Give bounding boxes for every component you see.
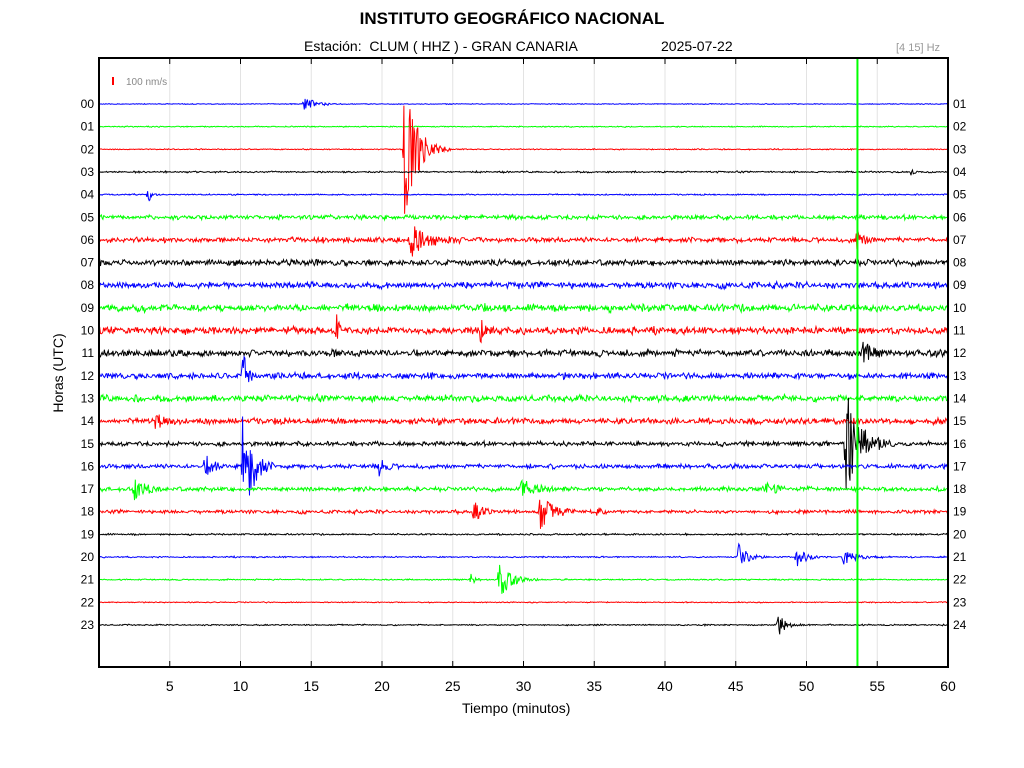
left-hour-label: 22 [81, 595, 95, 609]
right-hour-label: 23 [953, 595, 967, 609]
right-hour-label: 14 [953, 391, 967, 405]
left-hour-label: 18 [81, 505, 95, 519]
right-hour-label: 02 [953, 120, 967, 134]
seismic-trace [98, 125, 949, 129]
left-hour-label: 15 [81, 437, 95, 451]
right-hour-label: 20 [953, 527, 967, 541]
right-hour-label: 05 [953, 188, 967, 202]
right-hour-label: 22 [953, 573, 967, 587]
x-tick-label: 55 [869, 678, 885, 694]
left-hour-label: 00 [81, 97, 95, 111]
x-tick-label: 45 [728, 678, 744, 694]
right-hour-label: 16 [953, 437, 967, 451]
right-hour-label: 07 [953, 233, 967, 247]
seismic-trace [98, 479, 949, 501]
x-tick-label: 20 [374, 678, 390, 694]
seismic-trace [98, 616, 949, 635]
right-hour-label: 19 [953, 505, 967, 519]
right-hour-label: 17 [953, 459, 967, 473]
seismic-trace [98, 302, 949, 315]
left-hour-label: 11 [82, 346, 95, 360]
right-hour-label: 10 [953, 301, 967, 315]
x-tick-label: 10 [233, 678, 249, 694]
seismic-trace [98, 416, 949, 496]
left-hour-label: 13 [81, 391, 95, 405]
filter-band-label: [4 15] Hz [896, 42, 941, 54]
x-tick-label: 25 [445, 678, 461, 694]
x-axis-label: Tiempo (minutos) [462, 700, 571, 716]
seismic-trace [98, 257, 949, 268]
right-hour-label: 08 [953, 256, 967, 270]
seismic-trace [98, 98, 949, 110]
seismic-trace [98, 355, 949, 383]
x-tick-label: 40 [657, 678, 673, 694]
x-tick-label: 50 [799, 678, 815, 694]
left-hour-label: 08 [81, 278, 95, 292]
left-hour-label: 01 [81, 120, 95, 134]
seismic-trace [98, 168, 948, 176]
left-hour-label: 03 [81, 165, 95, 179]
station-prefix: Estación: [304, 38, 362, 54]
station-name: CLUM ( HHZ ) - GRAN CANARIA [369, 38, 578, 54]
right-hour-label: 18 [953, 482, 967, 496]
right-hour-label: 12 [953, 346, 967, 360]
x-tick-label: 5 [166, 678, 174, 694]
right-hour-label: 09 [953, 278, 967, 292]
left-hour-label: 14 [81, 414, 95, 428]
seismic-trace [98, 226, 949, 257]
left-hour-label: 10 [81, 324, 95, 338]
left-hour-label: 19 [81, 527, 95, 541]
x-tick-label: 35 [586, 678, 602, 694]
left-hour-label: 12 [81, 369, 95, 383]
left-hour-label: 04 [81, 188, 95, 202]
left-hour-label: 07 [81, 256, 95, 270]
right-hour-label: 06 [953, 210, 967, 224]
left-hour-label: 06 [81, 233, 95, 247]
left-hour-label: 09 [81, 301, 95, 315]
seismic-trace [98, 600, 949, 604]
date-label: 2025-07-22 [661, 38, 733, 54]
right-hour-label: 03 [953, 142, 967, 156]
seismic-trace [98, 212, 949, 222]
left-hour-label: 20 [81, 550, 95, 564]
station-label: Estación: CLUM ( HHZ ) - GRAN CANARIA [304, 38, 578, 54]
seismic-trace [98, 414, 949, 429]
seismic-trace [98, 191, 949, 202]
seismic-trace [98, 564, 949, 594]
left-hour-label: 23 [81, 618, 95, 632]
seismic-trace [98, 314, 949, 344]
right-hour-label: 15 [953, 414, 967, 428]
x-tick-label: 15 [303, 678, 319, 694]
chart-title: INSTITUTO GEOGRÁFICO NACIONAL [359, 9, 665, 28]
right-hour-label: 04 [953, 165, 967, 179]
left-hour-label: 16 [81, 459, 95, 473]
seismic-trace [98, 542, 949, 567]
left-hour-label: 21 [81, 573, 95, 587]
seismic-trace [98, 499, 949, 529]
seismic-trace [98, 397, 949, 489]
right-hour-label: 13 [953, 369, 967, 383]
right-hour-label: 24 [953, 618, 967, 632]
x-tick-label: 30 [516, 678, 532, 694]
left-hour-label: 17 [81, 482, 95, 496]
right-hour-label: 11 [953, 324, 966, 338]
seismic-trace [98, 392, 949, 404]
left-hour-label: 05 [81, 210, 95, 224]
seismic-trace [98, 532, 949, 537]
seismic-trace [98, 279, 949, 291]
x-tick-label: 60 [940, 678, 956, 694]
left-hour-label: 02 [81, 142, 95, 156]
right-hour-label: 21 [953, 550, 967, 564]
seismic-trace [98, 105, 948, 214]
scale-label: 100 nm/s [126, 77, 167, 88]
right-hour-label: 01 [953, 97, 967, 111]
seismic-trace [98, 341, 949, 363]
